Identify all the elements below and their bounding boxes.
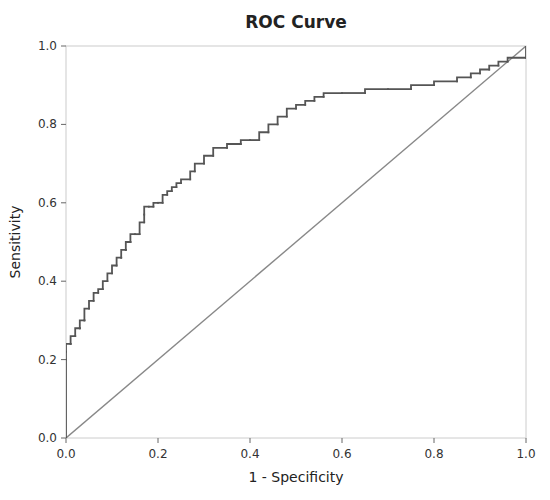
step-segment (434, 81, 457, 85)
step-segment (278, 117, 287, 125)
y-tick (61, 124, 66, 125)
step-segment (80, 320, 85, 328)
y-tick (61, 438, 66, 439)
x-tick-label: 1.0 (516, 447, 535, 461)
step-segment (250, 139, 259, 141)
x-tick-label: 0.4 (240, 447, 259, 461)
y-tick-label: 1.0 (38, 39, 57, 53)
step-segment (471, 73, 480, 77)
x-tick (526, 438, 527, 443)
step-segment (144, 207, 149, 215)
step-segment (117, 258, 122, 266)
y-tick-label: 0.6 (38, 196, 57, 210)
step-segment (227, 144, 241, 148)
step-segment (287, 109, 296, 117)
step-segment (190, 171, 195, 179)
reference-line (66, 46, 526, 438)
step-segment (163, 195, 168, 203)
step-segment (103, 281, 108, 289)
x-tick-label: 0.8 (424, 447, 443, 461)
x-tick (158, 438, 159, 443)
y-tick-label: 0.0 (38, 431, 57, 445)
step-segment (259, 132, 268, 140)
y-axis-label: Sensitivity (7, 206, 23, 279)
step-segment (241, 140, 250, 144)
step-segment (66, 344, 71, 352)
step-segment (66, 352, 67, 360)
step-segment (314, 97, 323, 101)
step-segment (121, 250, 126, 258)
y-tick-label: 0.8 (38, 117, 57, 131)
step-series (66, 46, 526, 438)
x-tick (66, 438, 67, 443)
step-segment (66, 360, 67, 438)
background (0, 0, 550, 500)
step-segment (130, 234, 135, 242)
step-segment (143, 215, 145, 223)
step-segment (75, 328, 80, 336)
step-segment (296, 105, 305, 109)
page: {"chart_data": { "type": "line", "title"… (0, 0, 550, 500)
step-segment (365, 89, 388, 93)
step-segment (140, 222, 145, 234)
step-segment (107, 273, 112, 281)
x-tick-label: 0.0 (56, 447, 75, 461)
step-segment (324, 93, 342, 97)
step-segment (268, 124, 277, 132)
x-tick (250, 438, 251, 443)
x-tick (342, 438, 343, 443)
step-segment (112, 266, 117, 274)
title: ROC Curve (245, 12, 347, 32)
step-segment (411, 85, 434, 89)
step-segment (94, 293, 99, 301)
step-segment (71, 336, 76, 344)
step-segment (84, 309, 89, 321)
x-tick-label: 0.6 (332, 447, 351, 461)
step-segment (508, 58, 526, 62)
step-segment (89, 301, 94, 309)
x-tick (434, 438, 435, 443)
step-segment (213, 148, 227, 156)
step-segment (181, 179, 190, 183)
axes: 0.0 0.2 0.4 0.6 0.8 1.0 0.0 0.2 0.4 0.6 0.8 1.0 (38, 39, 536, 461)
step-segment (305, 101, 314, 105)
step-segment (525, 46, 526, 58)
step-segment (204, 156, 213, 164)
step-segment (489, 66, 498, 70)
x-tick-label: 0.2 (148, 447, 167, 461)
step-segment (195, 164, 204, 172)
step-segment (457, 77, 471, 81)
y-tick-label: 0.2 (38, 353, 57, 367)
y-tick (61, 46, 66, 47)
step-segment (480, 70, 489, 74)
y-tick (61, 202, 66, 203)
x-axis-label: 1 - Specificity (248, 469, 343, 485)
y-tick-label: 0.4 (38, 274, 57, 288)
step-segment (342, 92, 365, 94)
y-tick (61, 281, 66, 282)
series-group (66, 46, 526, 438)
step-segment (126, 242, 131, 250)
y-tick (61, 359, 66, 360)
step-segment (388, 88, 411, 90)
chart: 0.0 0.2 0.4 0.6 0.8 1.0 0.0 0.2 0.4 0.6 0.8 1.0 ROC … (0, 0, 550, 500)
step-segment (498, 62, 507, 66)
plot-area (66, 46, 526, 438)
